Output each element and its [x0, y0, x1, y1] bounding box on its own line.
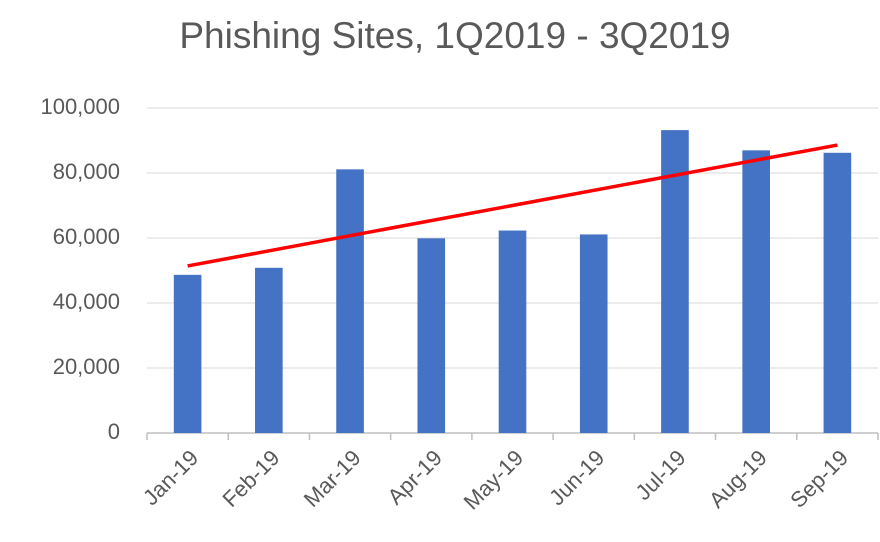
chart-title: Phishing Sites, 1Q2019 - 3Q2019: [179, 15, 730, 56]
x-tick-label: Sep-19: [785, 445, 853, 513]
y-tick-label: 60,000: [53, 224, 120, 249]
bar: [742, 150, 770, 434]
x-tick-label: Aug-19: [704, 445, 772, 513]
x-tick-label: May-19: [459, 445, 529, 515]
bar: [255, 267, 283, 433]
y-tick-label: 80,000: [53, 159, 120, 184]
x-tick-label: Apr-19: [383, 445, 447, 509]
y-tick-label: 100,000: [40, 94, 120, 119]
x-tick-label: Jul-19: [631, 445, 691, 505]
x-tick-label: Feb-19: [218, 445, 285, 512]
x-tick-label: Mar-19: [299, 445, 366, 512]
bar: [498, 230, 527, 433]
bar: [661, 130, 689, 433]
x-tick-label: Jun-19: [544, 445, 609, 510]
bar: [336, 169, 364, 433]
y-tick-label: 0: [108, 419, 120, 444]
bar: [173, 274, 202, 433]
y-tick-label: 20,000: [53, 354, 120, 379]
y-tick-label: 40,000: [53, 289, 120, 314]
trend-line: [187, 143, 838, 268]
x-tick-label: Jan-19: [138, 445, 203, 510]
bar: [417, 238, 446, 433]
bar: [579, 234, 608, 433]
bar: [823, 152, 852, 433]
